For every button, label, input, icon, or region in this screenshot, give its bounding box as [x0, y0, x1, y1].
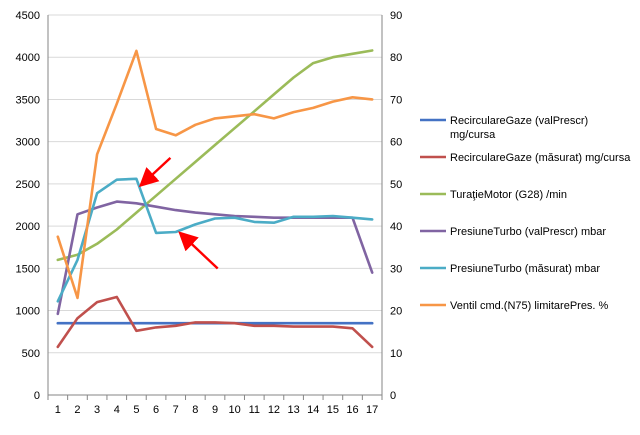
legend-entry: PresiuneTurbo (măsurat) mbar — [420, 263, 600, 275]
right-axis-tick-label: 60 — [390, 137, 402, 149]
right-axis-tick-label: 40 — [390, 221, 402, 233]
legend-entry: Ventil cmd.(N75) limitarePres. % — [420, 300, 609, 312]
annotation-arrow — [178, 231, 219, 270]
left-axis-tick-label: 0 — [34, 390, 40, 402]
legend-label-line: RecirculareGaze (valPrescr) — [450, 115, 588, 127]
left-axis-tick-label: 1000 — [16, 306, 40, 318]
x-axis-tick-label: 14 — [307, 404, 319, 416]
right-axis-tick-label: 30 — [390, 263, 402, 275]
legend-label: PresiuneTurbo (măsurat) mbar — [450, 263, 600, 275]
x-axis-tick-label: 15 — [327, 404, 339, 416]
grid-layer — [48, 14, 382, 396]
x-axis-tick-label: 7 — [173, 404, 179, 416]
annotation-arrow — [138, 157, 172, 188]
x-axis-tick-label: 3 — [94, 404, 100, 416]
annotation-layer — [138, 157, 219, 270]
legend-label: Ventil cmd.(N75) limitarePres. % — [450, 300, 609, 312]
legend-label: RecirculareGaze (valPrescr) mg/cursa — [450, 115, 588, 141]
x-axis-tick-label: 8 — [192, 404, 198, 416]
legend-entry: TuraţieMotor (G28) /min — [420, 189, 567, 201]
axis-layer: 0 500 1000 1500 2000 2500 3000 3500 4000 4500 0 10 2… — [16, 10, 403, 416]
x-axis-tick-label: 16 — [346, 404, 358, 416]
legend-label: RecirculareGaze (măsurat) mg/cursa — [450, 152, 631, 164]
x-axis-tick-label: 12 — [268, 404, 280, 416]
legend-label: TuraţieMotor (G28) /min — [450, 189, 567, 201]
series-line-tura-iemotor-g28 — [56, 49, 374, 262]
x-axis-tick-label: 5 — [133, 404, 139, 416]
x-axis-tick-label: 1 — [55, 404, 61, 416]
series-line-presiuneturbo-m-surat — [56, 177, 374, 303]
right-axis-tick-label: 20 — [390, 306, 402, 318]
left-axis-tick-label: 4500 — [16, 10, 40, 22]
legend-entry: RecirculareGaze (valPrescr) mg/cursa — [420, 115, 588, 141]
x-axis-tick-label: 6 — [153, 404, 159, 416]
legend-label: PresiuneTurbo (valPrescr) mbar — [450, 226, 606, 238]
series-layer — [56, 49, 374, 349]
series-line-recircularegaze-m-surat — [56, 295, 374, 349]
x-axis-tick-label: 17 — [366, 404, 378, 416]
x-axis-tick-label: 13 — [287, 404, 299, 416]
right-axis-tick-label: 90 — [390, 10, 402, 22]
right-axis-tick-label: 50 — [390, 179, 402, 191]
legend-entry: PresiuneTurbo (valPrescr) mbar — [420, 226, 606, 238]
left-axis-tick-label: 2500 — [16, 179, 40, 191]
x-axis-tick-label: 10 — [229, 404, 241, 416]
x-axis-tick-label: 9 — [212, 404, 218, 416]
x-axis-tick-label: 11 — [249, 404, 260, 416]
left-axis-tick-label: 1500 — [16, 263, 40, 275]
series-line-ventil-cmd-n75-limitarepres — [56, 49, 374, 300]
left-axis-tick-label: 4000 — [16, 52, 40, 64]
legend-entry: RecirculareGaze (măsurat) mg/cursa — [420, 152, 631, 164]
x-axis-tick-label: 4 — [114, 404, 120, 416]
right-axis-tick-label: 70 — [390, 94, 402, 106]
left-axis-tick-label: 500 — [22, 348, 40, 360]
right-axis-tick-label: 10 — [390, 348, 402, 360]
x-axis-tick-label: 2 — [74, 404, 80, 416]
right-axis-tick-label: 0 — [390, 390, 396, 402]
right-axis-tick-label: 80 — [390, 52, 402, 64]
left-axis-tick-label: 3500 — [16, 94, 40, 106]
legend: RecirculareGaze (valPrescr) mg/cursaRecir… — [420, 115, 631, 312]
legend-label-line: mg/cursa — [450, 129, 496, 141]
left-axis-tick-label: 2000 — [16, 221, 40, 233]
left-axis-tick-label: 3000 — [16, 137, 40, 149]
